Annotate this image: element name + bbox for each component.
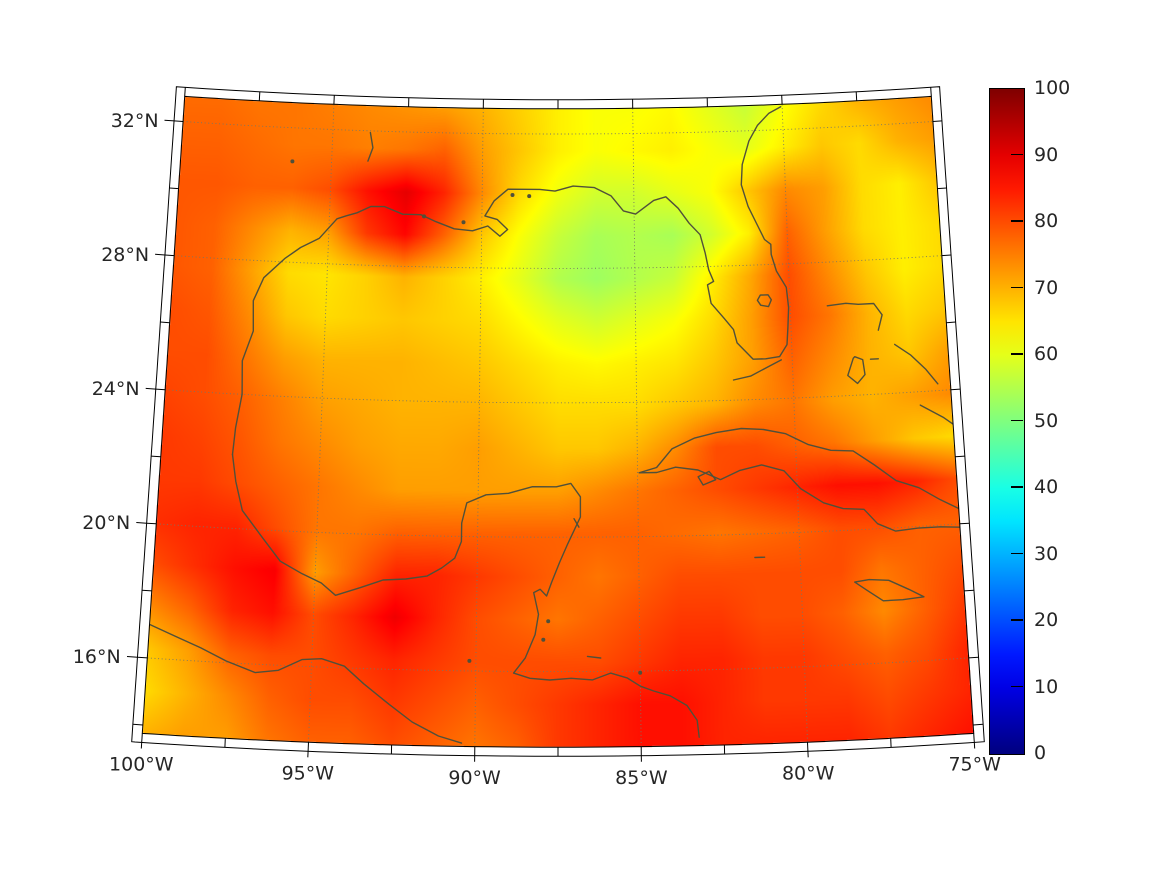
lon-tick-label: 80°W: [782, 762, 835, 784]
colorbar-tick-label: 30: [1034, 542, 1059, 565]
lat-tick-label: 24°N: [92, 378, 140, 400]
lat-tick-label: 32°N: [111, 110, 159, 132]
coastlines: [148, 106, 974, 744]
colorbar-tick-label: 80: [1034, 210, 1059, 232]
lat-tick-label: 16°N: [73, 646, 121, 668]
colorbar-tick-mark: [1011, 286, 1023, 289]
lon-tick-label: 85°W: [615, 767, 668, 789]
colorbar-tick-label: 70: [1034, 276, 1059, 299]
colorbar-tick-mark: [1011, 153, 1023, 156]
colorbar-tick-mark: [1011, 220, 1023, 222]
colorbar-tick-label: 100: [1034, 77, 1071, 99]
lon-tick-label: 95°W: [282, 762, 335, 784]
graticule-gridlines: [147, 104, 969, 747]
colorbar-tick-mark: [1011, 353, 1023, 355]
colorbar-gradient: [990, 89, 1024, 754]
lat-tick-label: 20°N: [82, 512, 130, 534]
colorbar-tick-label: 90: [1034, 143, 1059, 166]
colorbar-tick-mark: [1011, 685, 1023, 688]
colorbar-tick-label: 50: [1034, 409, 1059, 432]
map-frame: [126, 86, 985, 762]
lat-tick-label: 28°N: [101, 244, 149, 266]
colorbar-tick-label: 0: [1034, 742, 1047, 764]
axis-tick-labels: 32°N 28°N 24°N 20°N 16°N 100°W 95°W 90°W 85°W 80°…: [73, 110, 1001, 789]
colorbar-tick-label: 10: [1034, 675, 1059, 698]
colorbar-tick-mark: [1011, 419, 1023, 422]
colorbar-tick-label: 20: [1034, 609, 1059, 631]
lon-tick-label: 90°W: [448, 767, 501, 789]
colorbar-tick-mark: [1011, 619, 1023, 621]
colorbar: [989, 88, 1025, 755]
colorbar-tick-label: 40: [1034, 476, 1059, 498]
colorbar-tick-mark: [1011, 552, 1023, 555]
colorbar-tick-label: 60: [1034, 343, 1059, 365]
colorbar-tick-mark: [1011, 486, 1023, 488]
lon-tick-label: 100°W: [109, 754, 174, 776]
lon-tick-label: 75°W: [948, 754, 1001, 776]
